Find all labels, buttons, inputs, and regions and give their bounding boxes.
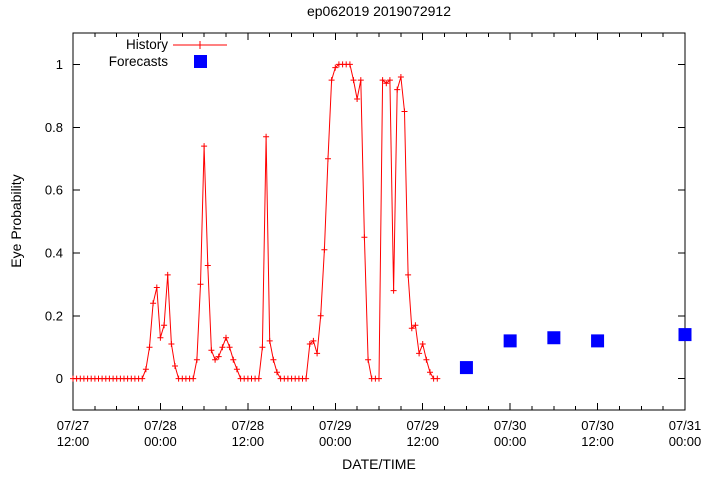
forecast-point	[547, 331, 561, 345]
x-tick-date: 07/29	[319, 418, 352, 433]
y-tick-label: 1	[56, 57, 63, 72]
x-tick-date: 07/29	[406, 418, 439, 433]
y-axis-label: Eye Probability	[8, 174, 24, 268]
y-axis-ticks	[73, 63, 685, 380]
x-tick-date: 07/30	[581, 418, 614, 433]
x-tick-date: 07/28	[232, 418, 265, 433]
x-axis-ticks	[72, 33, 686, 410]
x-tick-time: 00:00	[319, 434, 352, 449]
chart-title: ep062019 2019072912	[306, 3, 452, 19]
forecast-series	[459, 328, 692, 375]
y-tick-labels: 0 0.2 0.4 0.6 0.8 1	[45, 57, 63, 386]
x-tick-date: 07/28	[144, 418, 177, 433]
x-tick-date: 07/30	[494, 418, 527, 433]
forecast-point	[503, 334, 517, 348]
y-tick-label: 0.6	[45, 183, 63, 198]
legend-history-label: History	[125, 37, 168, 52]
history-line-sample-icon	[173, 41, 227, 49]
x-tick-date: 07/31	[669, 418, 702, 433]
x-tick-time: 12:00	[406, 434, 439, 449]
x-tick-time: 00:00	[669, 434, 702, 449]
x-tick-time: 00:00	[144, 434, 177, 449]
history-markers	[70, 61, 441, 382]
legend-forecasts-label: Forecasts	[108, 54, 168, 69]
x-tick-time: 00:00	[494, 434, 527, 449]
history-line	[73, 63, 438, 380]
forecast-point	[591, 334, 605, 348]
y-tick-label: 0.8	[45, 120, 63, 135]
forecast-point	[678, 328, 692, 342]
y-tick-label: 0.2	[45, 308, 63, 323]
x-tick-time: 12:00	[57, 434, 90, 449]
x-tick-time: 12:00	[581, 434, 614, 449]
y-tick-label: 0.4	[45, 245, 63, 260]
x-tick-time: 12:00	[232, 434, 265, 449]
y-tick-label: 0	[56, 371, 63, 386]
x-tick-labels: 07/2712:0007/2800:0007/2812:0007/2900:00…	[57, 418, 702, 449]
x-tick-date: 07/27	[57, 418, 90, 433]
forecast-square-sample-icon	[194, 55, 207, 68]
x-axis-label: DATE/TIME	[342, 456, 416, 472]
history-series	[70, 61, 441, 382]
forecast-point	[459, 361, 473, 375]
